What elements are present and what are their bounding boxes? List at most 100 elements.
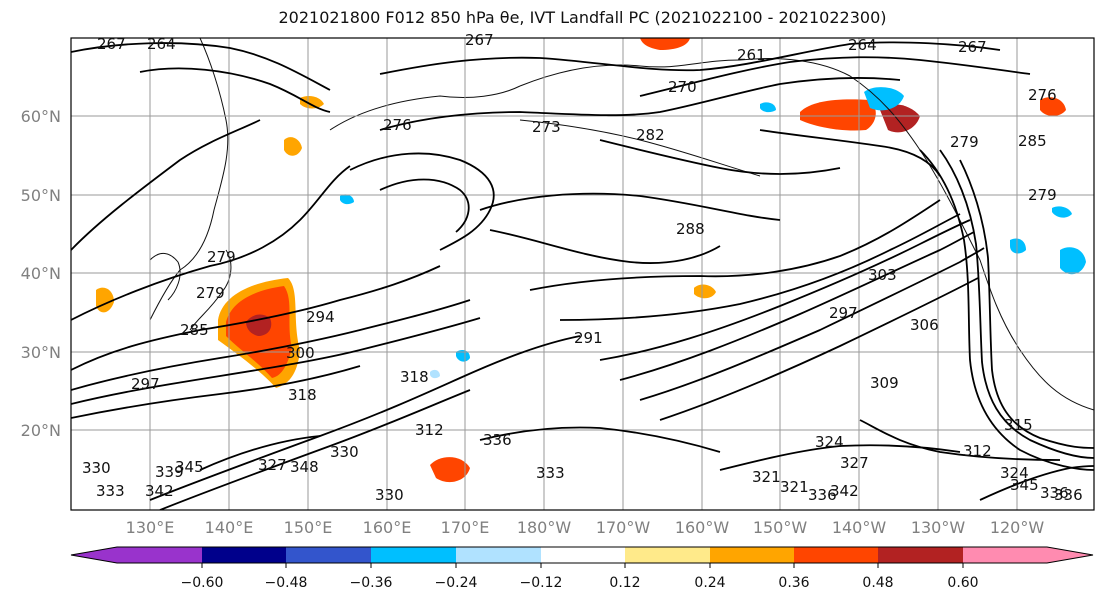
- contour-label: 279: [207, 248, 236, 266]
- lon-label: 140°W: [832, 518, 887, 537]
- contour-line: [529, 199, 941, 291]
- anomaly-patch: [864, 87, 904, 111]
- contour-label: 276: [1028, 86, 1057, 104]
- map-frame: [70, 37, 1095, 511]
- gridlines: [71, 38, 1094, 510]
- contour-line: [619, 231, 975, 381]
- contour-line: [71, 317, 481, 405]
- colorbar-segment: [541, 547, 625, 563]
- colorbar-segment: [625, 547, 710, 563]
- contour-label: 312: [415, 421, 444, 439]
- anomaly-patch: [430, 457, 470, 483]
- anomaly-shading-warm: [96, 38, 1066, 483]
- contour-label: 330: [375, 486, 404, 504]
- colorbar-segment: [286, 547, 371, 563]
- contour-label: 342: [830, 482, 859, 500]
- colorbar-extend-high: [1047, 547, 1093, 563]
- anomaly-patch: [430, 369, 440, 379]
- colorbar-segment: [878, 547, 963, 563]
- contour-label: 276: [383, 116, 412, 134]
- contour-label: 282: [636, 126, 665, 144]
- lon-label: 160°E: [363, 518, 412, 537]
- anomaly-patch: [800, 99, 876, 131]
- map-background: [71, 38, 1094, 510]
- anomaly-patch: [340, 194, 354, 205]
- contour-label: 306: [910, 316, 939, 334]
- contour-line: [199, 435, 321, 471]
- anomaly-patch: [1052, 206, 1072, 218]
- colorbar-label: −0.60: [181, 575, 224, 591]
- lat-label: 50°N: [21, 186, 61, 205]
- anomaly-patch: [694, 284, 716, 299]
- contour-line: [479, 426, 721, 453]
- contour-label: 267: [97, 35, 126, 53]
- contour-label: 279: [1028, 186, 1057, 204]
- contour-line: [379, 41, 1001, 75]
- colorbar-segment: [456, 547, 541, 563]
- anomaly-patch: [760, 102, 776, 113]
- contour-label: 336: [1054, 486, 1083, 504]
- contour-label: 336: [1040, 484, 1069, 502]
- lon-label: 150°W: [753, 518, 808, 537]
- colorbar-label: −0.36: [350, 575, 393, 591]
- contour-line: [139, 67, 331, 113]
- contour-line: [599, 139, 841, 175]
- contour-label: 324: [1000, 464, 1029, 482]
- theta-e-contours: [71, 41, 1094, 510]
- contour-line: [489, 229, 721, 264]
- colorbar-label: 0.12: [609, 575, 640, 591]
- colorbar: −0.60 −0.48 −0.36 −0.24 −0.12 0.12 0.24 …: [70, 546, 1094, 591]
- lon-label: 130°E: [126, 518, 175, 537]
- lon-label: 140°E: [205, 518, 254, 537]
- lon-label: 170°W: [596, 518, 651, 537]
- longitude-labels: 130°E 140°E 150°E 160°E 170°E 180°W 170°…: [126, 518, 1045, 537]
- contour-label: 291: [574, 329, 603, 347]
- contour-line: [979, 465, 1094, 501]
- contour-line: [349, 152, 495, 251]
- colorbar-segment: [371, 547, 456, 563]
- lon-label: 160°W: [675, 518, 730, 537]
- contour-line: [71, 365, 361, 419]
- contour-label: 294: [306, 308, 335, 326]
- contour-label: 324: [815, 433, 844, 451]
- contour-label: 318: [288, 386, 317, 404]
- contour-line: [71, 165, 351, 321]
- colorbar-extend-low: [71, 547, 117, 563]
- contour-label: 285: [180, 321, 209, 339]
- anomaly-patch: [1010, 238, 1026, 254]
- contour-line: [639, 56, 1031, 97]
- colorbar-ticks: [201, 563, 964, 568]
- contour-label: 300: [286, 344, 315, 362]
- contour-label: 318: [400, 368, 429, 386]
- contour-label: 312: [963, 442, 992, 460]
- contour-line: [71, 119, 261, 251]
- anomaly-patch: [300, 96, 324, 109]
- contour-label: 321: [752, 468, 781, 486]
- contour-line: [71, 299, 471, 391]
- contour-line: [599, 219, 971, 361]
- contour-labels: 267 264 267 261 264 267 270 273 276 282 …: [82, 31, 1083, 504]
- contour-label: 333: [536, 464, 565, 482]
- coastline: [519, 59, 741, 87]
- contour-label: 270: [668, 78, 697, 96]
- contour-line: [759, 129, 941, 177]
- contour-line: [479, 192, 781, 221]
- lon-label: 170°E: [441, 518, 490, 537]
- contour-label: 309: [870, 374, 899, 392]
- contour-label: 333: [96, 482, 125, 500]
- lon-label: 150°E: [284, 518, 333, 537]
- colorbar-segment: [710, 547, 794, 563]
- contour-label: 348: [290, 458, 319, 476]
- coastline: [519, 119, 761, 177]
- colorbar-segment: [202, 547, 286, 563]
- map-layers: [71, 38, 1094, 510]
- contour-label: 261: [737, 46, 766, 64]
- contour-label: 336: [808, 486, 837, 504]
- lat-label: 30°N: [21, 343, 61, 362]
- contour-line: [379, 77, 901, 131]
- anomaly-patch: [246, 314, 272, 336]
- contour-label: 279: [196, 284, 225, 302]
- latitude-labels: 60°N 50°N 40°N 30°N 20°N: [21, 107, 61, 440]
- anomaly-patch: [640, 38, 690, 50]
